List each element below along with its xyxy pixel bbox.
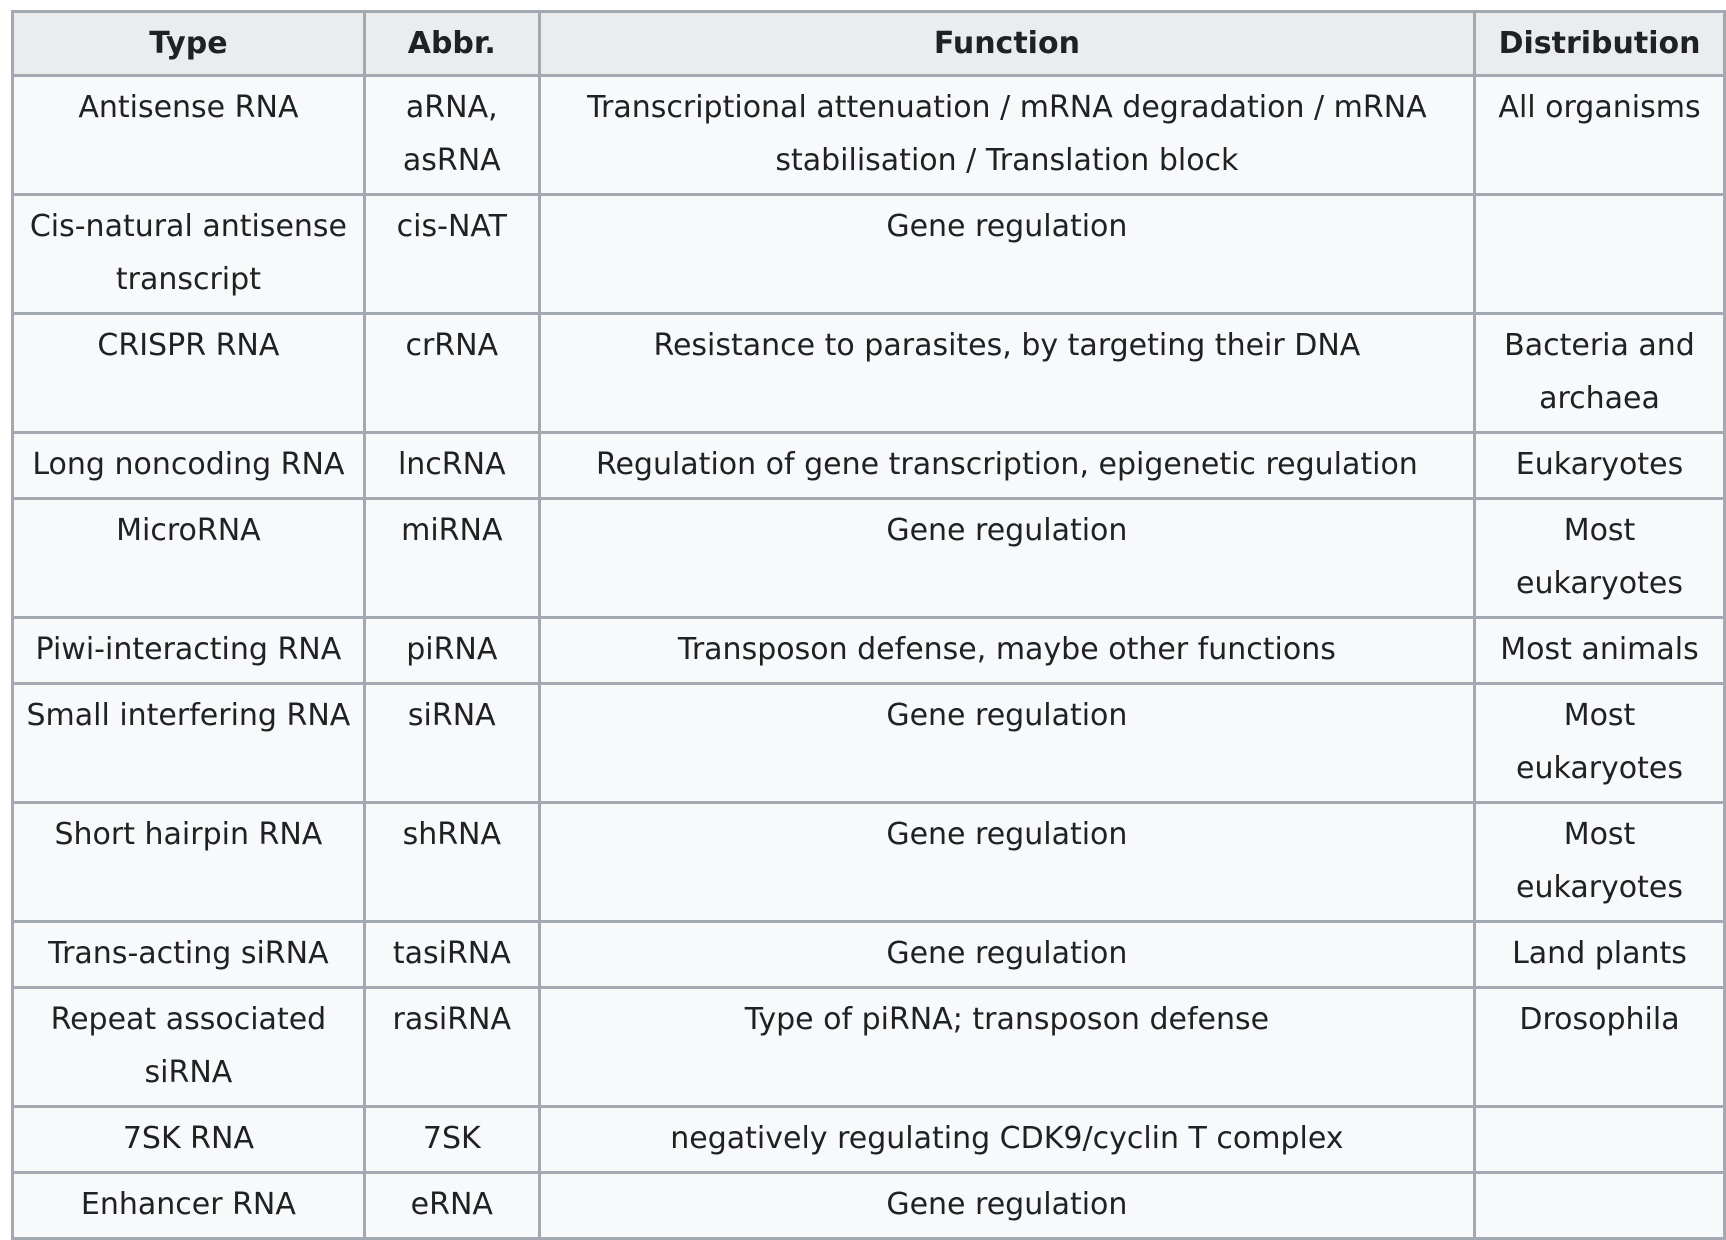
cell-abbr: tasiRNA [362,920,541,989]
table-container: Type Abbr. Function Distribution Antisen… [11,10,1726,1240]
cell-function: Regulation of gene transcription, epigen… [537,431,1477,500]
cell-abbr: siRNA [362,682,541,804]
table-row: Enhancer RNA eRNA Gene regulation [11,1171,1726,1240]
cell-type: Cis-natural antisense transcript [11,193,366,315]
table-row: 7SK RNA 7SK negatively regulating CDK9/c… [11,1105,1726,1174]
cell-function: Gene regulation [537,682,1477,804]
cell-type: Long noncoding RNA [11,431,366,500]
cell-distribution: Most animals [1473,616,1726,685]
header-abbr[interactable]: Abbr. [362,10,541,77]
table-row: Repeat associated siRNA rasiRNA Type of … [11,986,1726,1108]
header-row: Type Abbr. Function Distribution [11,10,1726,77]
cell-distribution: Bacteria and archaea [1473,312,1726,434]
table-body: Antisense RNA aRNA, asRNA Transcriptiona… [11,74,1726,1240]
table-row: Piwi-interacting RNA piRNA Transposon de… [11,616,1726,685]
cell-abbr: 7SK [362,1105,541,1174]
cell-abbr: crRNA [362,312,541,434]
cell-type: Enhancer RNA [11,1171,366,1240]
header-function[interactable]: Function [537,10,1477,77]
cell-abbr: eRNA [362,1171,541,1240]
table-row: Cis-natural antisense transcript cis-NAT… [11,193,1726,315]
cell-distribution: Most eukaryotes [1473,682,1726,804]
table-row: Small interfering RNA siRNA Gene regulat… [11,682,1726,804]
table-row: Short hairpin RNA shRNA Gene regulation … [11,801,1726,923]
cell-type: Antisense RNA [11,74,366,196]
header-distribution[interactable]: Distribution [1473,10,1726,77]
cell-distribution: Land plants [1473,920,1726,989]
cell-function: Resistance to parasites, by targeting th… [537,312,1477,434]
cell-type: 7SK RNA [11,1105,366,1174]
cell-abbr: rasiRNA [362,986,541,1108]
cell-distribution: Most eukaryotes [1473,801,1726,923]
header-type[interactable]: Type [11,10,366,77]
cell-type: Repeat associated siRNA [11,986,366,1108]
cell-abbr: cis-NAT [362,193,541,315]
cell-distribution: Drosophila [1473,986,1726,1108]
cell-function: Transposon defense, maybe other function… [537,616,1477,685]
table-row: MicroRNA miRNA Gene regulation Most euka… [11,497,1726,619]
cell-function: Gene regulation [537,801,1477,923]
table-row: CRISPR RNA crRNA Resistance to parasites… [11,312,1726,434]
cell-function: Type of piRNA; transposon defense [537,986,1477,1108]
cell-type: MicroRNA [11,497,366,619]
cell-distribution [1473,193,1726,315]
cell-distribution: Eukaryotes [1473,431,1726,500]
cell-function: negatively regulating CDK9/cyclin T comp… [537,1105,1477,1174]
cell-abbr: piRNA [362,616,541,685]
table-row: Antisense RNA aRNA, asRNA Transcriptiona… [11,74,1726,196]
cell-type: CRISPR RNA [11,312,366,434]
cell-function: Gene regulation [537,1171,1477,1240]
cell-type: Piwi-interacting RNA [11,616,366,685]
cell-type: Trans-acting siRNA [11,920,366,989]
table-header: Type Abbr. Function Distribution [11,10,1726,77]
cell-type: Small interfering RNA [11,682,366,804]
cell-distribution: Most eukaryotes [1473,497,1726,619]
table-row: Long noncoding RNA lncRNA Regulation of … [11,431,1726,500]
cell-abbr: shRNA [362,801,541,923]
cell-function: Gene regulation [537,193,1477,315]
cell-distribution [1473,1105,1726,1174]
table-row: Trans-acting siRNA tasiRNA Gene regulati… [11,920,1726,989]
cell-distribution: All organisms [1473,74,1726,196]
cell-function: Transcriptional attenuation / mRNA degra… [537,74,1477,196]
cell-type: Short hairpin RNA [11,801,366,923]
cell-abbr: aRNA, asRNA [362,74,541,196]
cell-function: Gene regulation [537,497,1477,619]
rna-types-table: Type Abbr. Function Distribution Antisen… [11,10,1726,1240]
cell-abbr: miRNA [362,497,541,619]
cell-distribution [1473,1171,1726,1240]
cell-function: Gene regulation [537,920,1477,989]
cell-abbr: lncRNA [362,431,541,500]
